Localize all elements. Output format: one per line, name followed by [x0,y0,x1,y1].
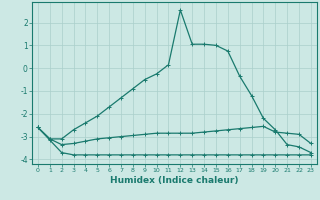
X-axis label: Humidex (Indice chaleur): Humidex (Indice chaleur) [110,176,239,185]
